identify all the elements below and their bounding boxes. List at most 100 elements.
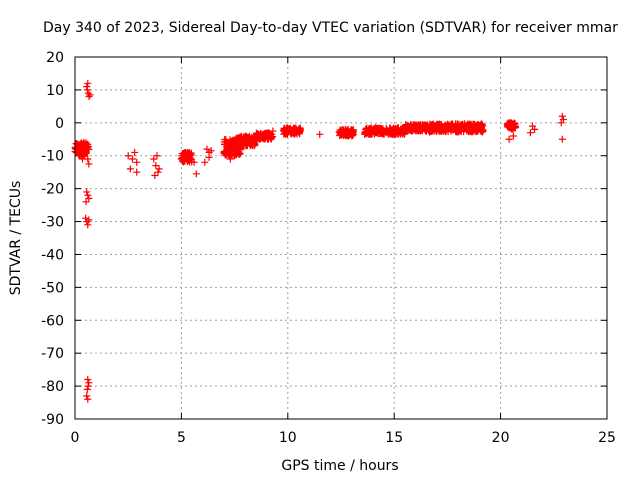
data-point	[84, 221, 92, 229]
data-point	[470, 125, 478, 133]
data-point	[372, 128, 380, 136]
data-point	[83, 392, 91, 400]
x-axis-title: GPS time / hours	[281, 458, 398, 474]
data-point	[128, 155, 136, 163]
data-point	[252, 132, 260, 140]
data-point	[84, 382, 92, 390]
data-point	[86, 91, 94, 99]
data-point	[201, 158, 209, 166]
data-point	[429, 121, 437, 129]
data-point	[399, 127, 407, 135]
data-point	[507, 122, 515, 130]
data-point	[447, 121, 455, 129]
data-point	[450, 125, 458, 133]
data-point	[457, 128, 465, 136]
data-point	[558, 112, 566, 120]
data-point	[85, 216, 93, 224]
axes-layer: 0 5 10 15 20 25 20 10 0 -10 -20 -30 -40 -50 -60 -70 -80 -…	[41, 50, 616, 446]
data-point	[133, 158, 141, 166]
data-point	[124, 152, 132, 160]
y-tick-label: 0	[55, 116, 64, 132]
data-point	[154, 168, 162, 176]
y-tick-label: 20	[46, 50, 64, 66]
data-point	[316, 130, 324, 138]
y-tick-label: -40	[41, 247, 64, 263]
data-point	[466, 127, 474, 135]
x-tick-label: 20	[492, 430, 510, 446]
data-point	[458, 122, 466, 130]
data-point	[558, 135, 566, 143]
data-point	[84, 191, 92, 199]
data-point	[505, 135, 513, 143]
data-point	[288, 129, 296, 137]
data-point	[84, 376, 92, 384]
data-point	[424, 124, 432, 132]
data-point	[475, 122, 483, 130]
data-point	[177, 155, 185, 163]
data-point	[190, 158, 198, 166]
data-point	[83, 188, 91, 196]
y-tick-label: -70	[41, 346, 64, 362]
x-tick-label: 15	[385, 430, 403, 446]
data-point	[292, 125, 300, 133]
data-point	[363, 129, 371, 137]
data-point	[205, 153, 213, 161]
data-point	[454, 124, 462, 132]
data-point	[153, 152, 161, 160]
data-point	[511, 123, 519, 131]
data-point	[150, 155, 158, 163]
data-point	[84, 89, 92, 97]
data-point	[416, 122, 424, 130]
data-point	[430, 127, 438, 135]
data-point	[437, 121, 445, 129]
y-tick-label: -20	[41, 182, 64, 198]
y-tick-label: -30	[41, 215, 64, 231]
data-point	[83, 83, 91, 91]
data-point	[222, 138, 230, 146]
data-point	[237, 145, 245, 153]
data-point	[220, 148, 228, 156]
data-point	[241, 135, 249, 143]
data-point	[391, 130, 399, 138]
data-point	[85, 92, 93, 100]
data-point	[83, 385, 91, 393]
data-point	[228, 142, 236, 150]
y-tick-label: -10	[41, 149, 64, 165]
data-point	[78, 155, 86, 163]
data-point	[526, 129, 534, 137]
data-point	[366, 129, 374, 137]
data-point	[341, 125, 349, 133]
y-tick-label: -90	[41, 412, 64, 428]
x-tick-label: 0	[71, 430, 80, 446]
points-layer	[71, 79, 567, 403]
data-point	[478, 128, 486, 136]
data-point	[83, 145, 91, 153]
data-point	[84, 395, 92, 403]
data-point	[531, 125, 539, 133]
y-tick-label: -80	[41, 379, 64, 395]
data-point	[242, 132, 250, 140]
data-point	[348, 127, 356, 135]
y-tick-label: 10	[46, 83, 64, 99]
data-point	[382, 129, 390, 137]
data-point	[180, 150, 188, 158]
data-point	[75, 152, 83, 160]
y-axis-title: SDTVAR / TECUs	[8, 181, 24, 296]
data-point	[394, 126, 402, 134]
data-point	[433, 122, 441, 130]
plot-frame	[74, 56, 608, 420]
data-point	[265, 129, 273, 137]
data-point	[375, 127, 383, 135]
data-point	[152, 162, 160, 170]
data-point	[281, 129, 289, 137]
data-point	[84, 79, 92, 87]
data-point	[386, 127, 394, 135]
data-point	[477, 127, 485, 135]
data-point	[342, 132, 350, 140]
data-point	[369, 125, 377, 133]
data-point	[85, 160, 93, 168]
data-point	[557, 119, 565, 127]
data-point	[337, 129, 345, 137]
data-point	[231, 152, 239, 160]
